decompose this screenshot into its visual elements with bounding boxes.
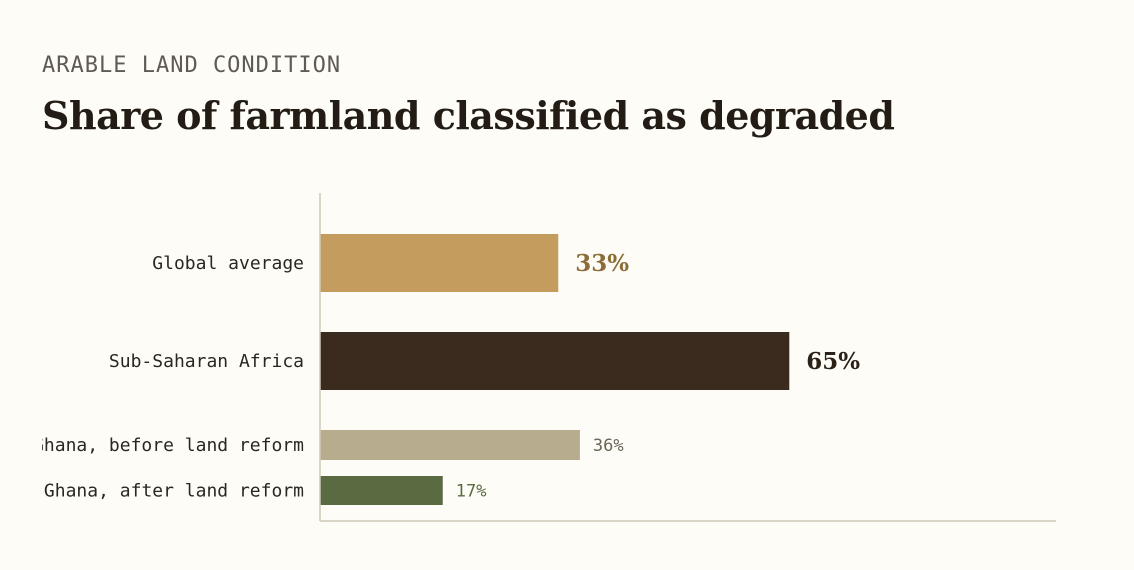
bar-2 bbox=[320, 430, 580, 460]
bar-1 bbox=[320, 332, 790, 390]
category-label-2: Ghana, before land reform bbox=[33, 435, 304, 456]
bar-0 bbox=[320, 234, 559, 292]
bar-3 bbox=[320, 476, 443, 505]
value-label-1: 65% bbox=[806, 348, 860, 375]
category-label-3: Ghana, after land reform bbox=[44, 481, 304, 502]
value-label-0: 33% bbox=[575, 250, 629, 277]
category-label-1: Sub-Saharan Africa bbox=[109, 351, 304, 372]
value-label-2: 36% bbox=[593, 436, 624, 456]
value-label-3: 17% bbox=[456, 482, 487, 502]
category-label-0: Global average bbox=[152, 253, 304, 274]
chart-title: Share of farmland classified as degraded bbox=[42, 93, 895, 138]
chart-eyebrow: ARABLE LAND CONDITION bbox=[42, 53, 342, 78]
